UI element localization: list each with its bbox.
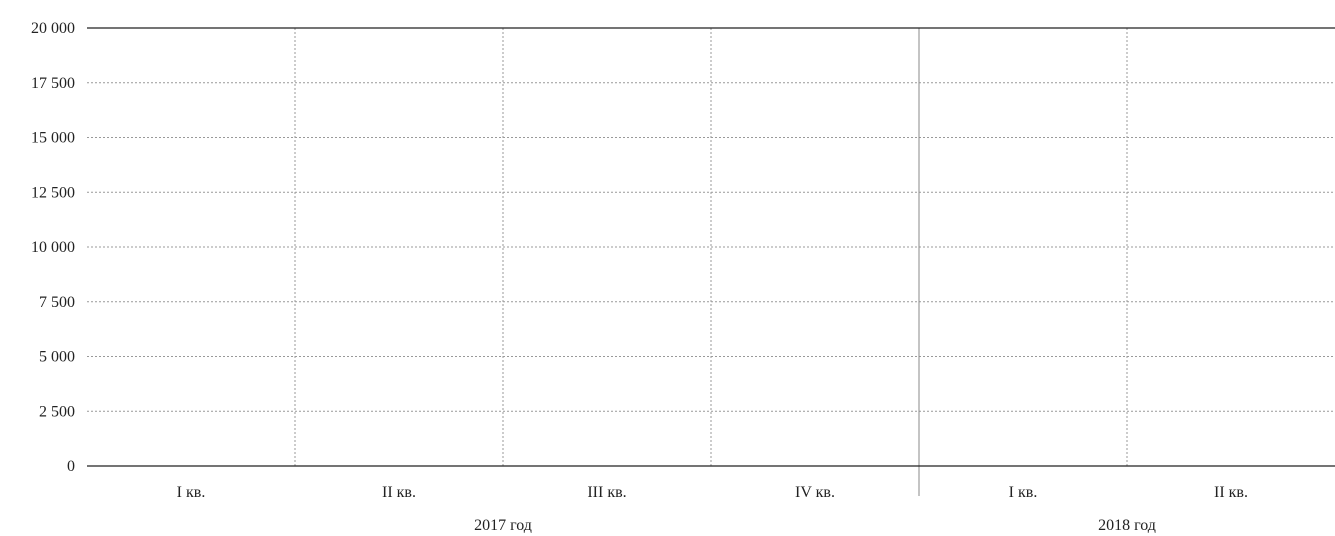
y-tick-label: 0 bbox=[67, 458, 75, 475]
x-category-labels: I кв. II кв. III кв. IV кв. I кв. II кв. bbox=[177, 484, 1248, 501]
x-category-label: I кв. bbox=[177, 484, 206, 501]
y-tick-label: 15 000 bbox=[31, 130, 75, 147]
y-tick-label: 12 500 bbox=[31, 184, 75, 201]
y-tick-label: 17 500 bbox=[31, 75, 75, 92]
x-group-label: 2018 год bbox=[1098, 517, 1156, 534]
x-category-label: II кв. bbox=[1214, 484, 1248, 501]
x-category-label: I кв. bbox=[1009, 484, 1038, 501]
y-tick-label: 10 000 bbox=[31, 239, 75, 256]
y-tick-label: 20 000 bbox=[31, 20, 75, 37]
x-group-labels: 2017 год 2018 год bbox=[474, 517, 1156, 534]
axes bbox=[87, 27, 1335, 467]
x-category-label: III кв. bbox=[587, 484, 626, 501]
y-tick-label: 7 500 bbox=[39, 294, 75, 311]
x-group-label: 2017 год bbox=[474, 517, 532, 534]
x-category-label: IV кв. bbox=[795, 484, 835, 501]
y-tick-label: 5 000 bbox=[39, 349, 75, 366]
grid bbox=[87, 28, 1335, 466]
y-tick-label: 2 500 bbox=[39, 403, 75, 420]
x-category-label: II кв. bbox=[382, 484, 416, 501]
y-tick-labels: 0 2 500 5 000 7 500 10 000 12 500 15 000 17 500… bbox=[31, 20, 75, 475]
